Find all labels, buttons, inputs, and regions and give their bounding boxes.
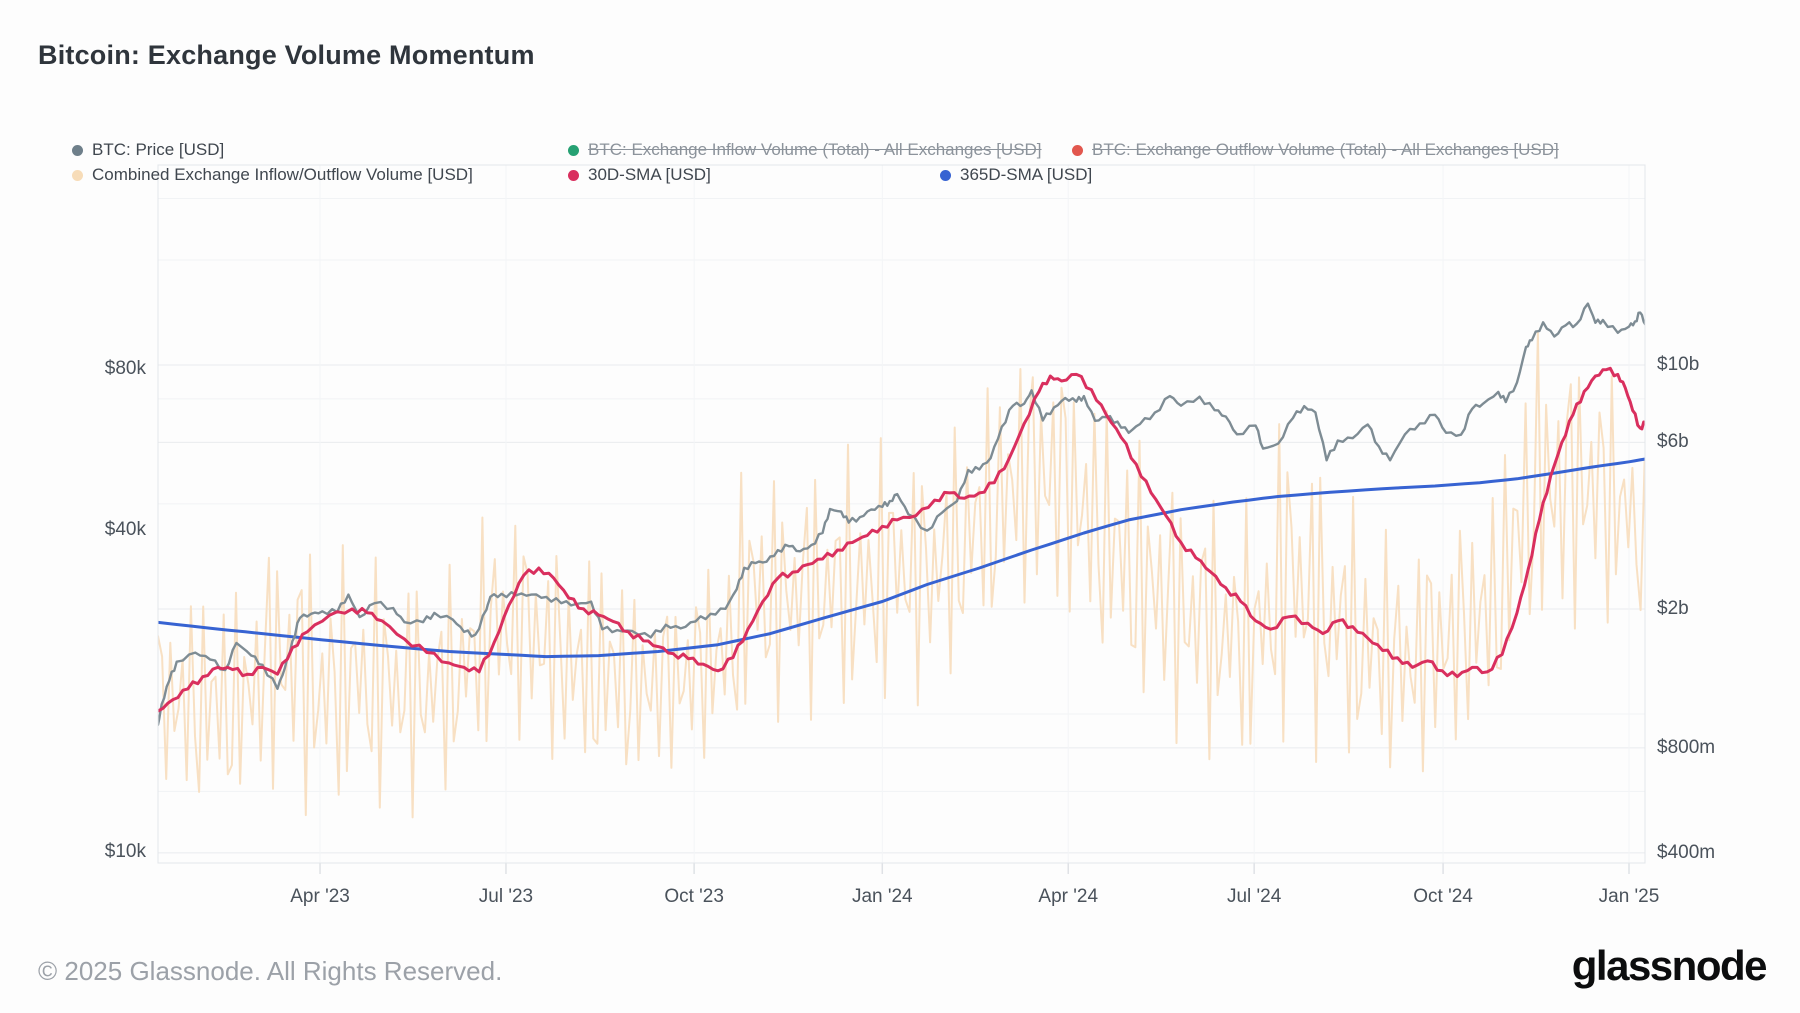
x-axis-tick-label: Oct '23 [664,886,724,907]
legend-item-label: Combined Exchange Inflow/Outflow Volume … [92,165,473,184]
legend-item[interactable]: BTC: Exchange Inflow Volume (Total) - Al… [568,139,1042,161]
legend-series-dot-icon [72,169,83,181]
x-axis-tick-label: Jul '23 [478,886,534,907]
series-30d-sma [158,366,1645,713]
legend-series-dot-icon [568,169,579,181]
legend-item-label: BTC: Price [USD] [92,140,225,159]
x-axis-tick-label: Jan '24 [851,886,913,907]
legend-item-label: BTC: Exchange Outflow Volume (Total) - A… [1092,140,1559,159]
legend-item-label: 365D-SMA [USD] [960,165,1093,184]
legend-item-label: 30D-SMA [USD] [588,165,711,184]
y-axis-right-tick-label: $2b [1657,597,1689,619]
y-axis-left-tick-label: $10k [104,841,146,863]
glassnode-logo: glassnode [1571,942,1768,989]
legend-item[interactable]: 365D-SMA [USD] [940,164,1092,186]
page-title: Bitcoin: Exchange Volume Momentum [38,40,535,70]
y-axis-left-tick-label: $80k [104,358,146,379]
legend-series-dot-icon [940,169,951,181]
legend-series-dot-icon [1072,144,1083,156]
x-axis-tick-label: Apr '24 [1038,886,1099,907]
legend-item[interactable]: BTC: Exchange Outflow Volume (Total) - A… [1072,139,1559,161]
y-axis-right-tick-label: $400m [1657,841,1716,863]
series-btc-price [158,302,1645,726]
plot-frame [157,164,1646,864]
series-365d-sma [158,457,1645,659]
y-axis-right-tick-label: $800m [1657,736,1716,758]
x-axis-tick-label: Jul '24 [1226,886,1282,907]
x-axis-tick-label: Jan '25 [1598,886,1660,907]
legend-series-dot-icon [568,144,579,156]
legend-item[interactable]: Combined Exchange Inflow/Outflow Volume … [72,164,473,186]
x-axis-tick-label: Oct '24 [1413,886,1473,907]
x-axis-tick-label: Apr '23 [290,886,350,907]
legend-item-label: BTC: Exchange Inflow Volume (Total) - Al… [588,140,1042,159]
y-axis-right-tick-label: $6b [1657,431,1689,453]
series-combined-volume [158,331,1645,819]
y-axis-right-tick-label: $10b [1657,354,1700,375]
legend-item[interactable]: BTC: Price [USD] [72,139,224,161]
copyright-text: © 2025 Glassnode. All Rights Reserved. [38,956,503,986]
legend-item[interactable]: 30D-SMA [USD] [568,164,711,186]
y-axis-left-tick-label: $40k [104,519,146,541]
legend-series-dot-icon [72,144,83,156]
